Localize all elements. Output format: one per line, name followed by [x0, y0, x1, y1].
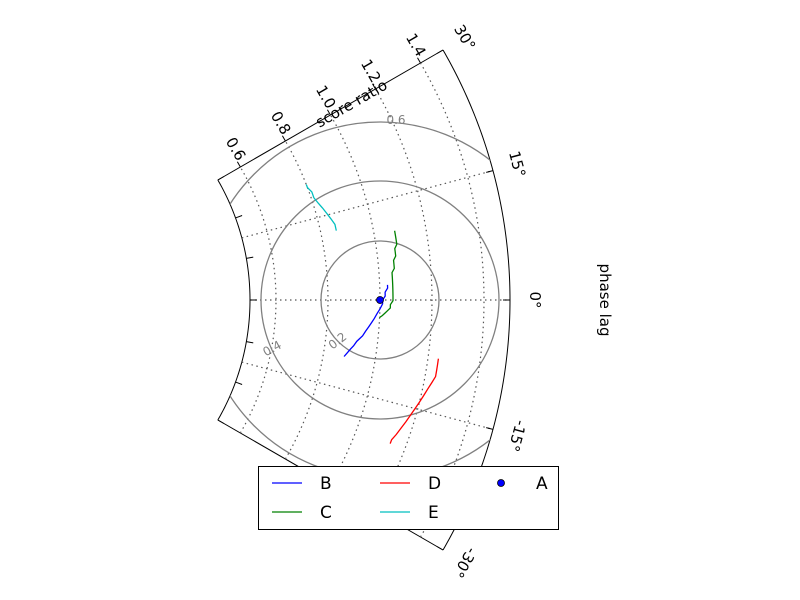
legend-label-D: D — [428, 474, 441, 494]
radial-tick-label: 1.4 — [402, 30, 430, 60]
radial-tick-mark — [236, 161, 241, 168]
angular-tick-label: -30° — [449, 544, 481, 581]
angular-tick-mark — [436, 546, 444, 551]
contour-circle — [260, 180, 500, 420]
legend-marker-A — [497, 479, 505, 487]
angular-axis-title: phase lag — [596, 264, 614, 337]
angular-grid-line — [241, 361, 494, 430]
radial-grid-arc — [239, 166, 277, 434]
series-line-E — [305, 184, 337, 231]
radial-tick-mark — [372, 83, 376, 90]
legend-label-A: A — [536, 474, 548, 494]
angular-tick-label: 30° — [450, 21, 479, 53]
angular-tick-label: 15° — [505, 149, 529, 179]
legend-label-C: C — [320, 503, 332, 523]
legend-label-B: B — [320, 474, 332, 494]
inner-tick-mark — [217, 176, 225, 181]
legend: BC DE A — [258, 466, 559, 530]
inner-tick-mark — [235, 381, 243, 385]
contour-label: 0.4 — [260, 338, 283, 359]
inner-tick-mark — [235, 215, 243, 219]
angular-tick-mark — [486, 427, 494, 430]
angular-tick-mark — [436, 49, 444, 54]
inner-boundary-arc — [217, 179, 251, 421]
contour-circles: 0.20.40.6 — [217, 113, 510, 479]
series-line-D — [389, 358, 440, 444]
radial-tick-label: 0.8 — [267, 108, 295, 138]
radial-grid-arc — [284, 140, 329, 460]
series-line-C — [379, 230, 398, 318]
reference-point-A — [376, 296, 384, 304]
series-line-B — [343, 284, 389, 357]
legend-label-E: E — [428, 503, 439, 523]
radial-tick-mark — [417, 57, 421, 64]
radial-grid-arc — [374, 88, 433, 512]
contour-circle — [320, 240, 440, 360]
angular-tick-label: 0° — [526, 291, 544, 308]
inner-tick-mark — [246, 256, 254, 259]
radial-tick-mark — [281, 135, 286, 142]
inner-tick-mark — [246, 341, 254, 344]
contour-label: 0.6 — [386, 113, 405, 127]
angular-tick-mark — [486, 170, 494, 173]
angular-grid-line — [241, 170, 494, 239]
angular-tick-label: -15° — [504, 418, 530, 454]
radial-tick-label: 0.6 — [222, 134, 250, 164]
radial-tick-mark — [326, 109, 331, 116]
inner-tick-mark — [217, 419, 225, 424]
data-series — [305, 184, 440, 444]
legend-box — [258, 466, 559, 530]
